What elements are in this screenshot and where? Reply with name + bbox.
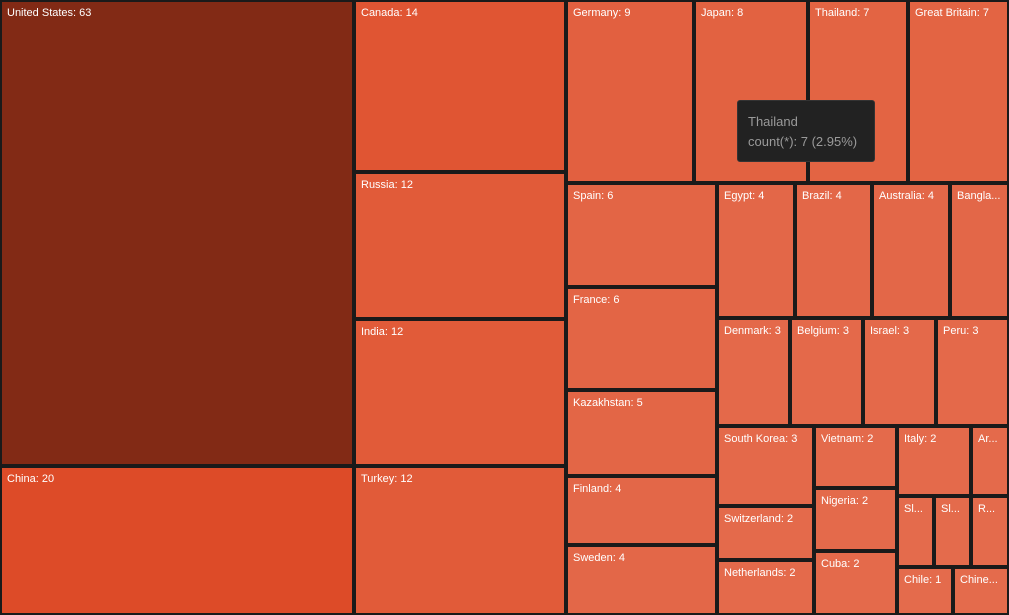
treemap-cell-bangladesh[interactable]: Bangla...: [950, 183, 1009, 318]
treemap-cell-great-britain[interactable]: Great Britain: 7: [908, 0, 1009, 183]
treemap-cell-label: China: 20: [7, 473, 55, 485]
treemap-cell-label: Kazakhstan: 5: [573, 397, 643, 409]
treemap-cell-label: Thailand: 7: [815, 7, 870, 19]
treemap-cell-sweden[interactable]: Sweden: 4: [566, 545, 717, 615]
treemap-cell-germany[interactable]: Germany: 9: [566, 0, 694, 183]
treemap-cell-label: Turkey: 12: [361, 473, 413, 485]
treemap-cell-cuba[interactable]: Cuba: 2: [814, 551, 897, 615]
treemap-cell-switzerland[interactable]: Switzerland: 2: [717, 506, 814, 560]
treemap-cell-label: R...: [978, 503, 996, 515]
treemap-cell-label: Peru: 3: [943, 325, 979, 337]
treemap-cell-label: Egypt: 4: [724, 190, 765, 202]
treemap-cell-kazakhstan[interactable]: Kazakhstan: 5: [566, 390, 717, 476]
treemap-cell-turkey[interactable]: Turkey: 12: [354, 466, 566, 615]
treemap-cell-sl-1[interactable]: Sl...: [897, 496, 934, 567]
treemap-cell-israel[interactable]: Israel: 3: [863, 318, 936, 426]
treemap-cell-label: Spain: 6: [573, 190, 614, 202]
treemap-cell-label: Italy: 2: [904, 433, 937, 445]
treemap-cell-label: South Korea: 3: [724, 433, 798, 445]
treemap-cell-label: Great Britain: 7: [915, 7, 989, 19]
treemap-cell-italy[interactable]: Italy: 2: [897, 426, 971, 496]
treemap-cell-label: United States: 63: [7, 7, 92, 19]
treemap-cell-russia[interactable]: Russia: 12: [354, 172, 566, 319]
treemap-cell-china[interactable]: China: 20: [0, 466, 354, 615]
treemap-cell-chile[interactable]: Chile: 1: [897, 567, 953, 615]
treemap-cell-india[interactable]: India: 12: [354, 319, 566, 466]
treemap-cell-r[interactable]: R...: [971, 496, 1009, 567]
treemap-cell-label: Vietnam: 2: [821, 433, 874, 445]
treemap-cell-label: Bangla...: [957, 190, 1001, 202]
treemap-cell-label: Chine...: [960, 574, 998, 586]
tooltip-detail: count(*): 7 (2.95%): [748, 134, 858, 149]
treemap-cell-ar[interactable]: Ar...: [971, 426, 1009, 496]
treemap-cell-label: Belgium: 3: [797, 325, 849, 337]
treemap-cell-south-korea[interactable]: South Korea: 3: [717, 426, 814, 506]
treemap-cell-vietnam[interactable]: Vietnam: 2: [814, 426, 897, 488]
treemap-cell-belgium[interactable]: Belgium: 3: [790, 318, 863, 426]
treemap-cell-label: France: 6: [573, 294, 620, 306]
treemap-cell-nigeria[interactable]: Nigeria: 2: [814, 488, 897, 551]
treemap-cell-denmark[interactable]: Denmark: 3: [717, 318, 790, 426]
treemap-cell-spain[interactable]: Spain: 6: [566, 183, 717, 287]
treemap-cell-sl-2[interactable]: Sl...: [934, 496, 971, 567]
treemap-cell-brazil[interactable]: Brazil: 4: [795, 183, 872, 318]
treemap-cell-chine[interactable]: Chine...: [953, 567, 1009, 615]
treemap-cell-label: India: 12: [361, 326, 404, 338]
treemap-cell-finland[interactable]: Finland: 4: [566, 476, 717, 545]
treemap-cell-label: Cuba: 2: [821, 558, 860, 570]
treemap-cell-australia[interactable]: Australia: 4: [872, 183, 950, 318]
treemap-cell-label: Sl...: [904, 503, 923, 515]
treemap-cell-label: Canada: 14: [361, 7, 418, 19]
treemap-cell-label: Chile: 1: [904, 574, 942, 586]
treemap-cell-label: Ar...: [978, 433, 998, 445]
treemap-cell-united-states[interactable]: United States: 63: [0, 0, 354, 466]
treemap-cell-label: Nigeria: 2: [821, 495, 869, 507]
treemap-cell-peru[interactable]: Peru: 3: [936, 318, 1009, 426]
treemap-cell-label: Finland: 4: [573, 483, 622, 495]
treemap-cell-label: Japan: 8: [701, 7, 744, 19]
treemap-cell-label: Australia: 4: [879, 190, 935, 202]
tooltip-title: Thailand: [748, 114, 798, 129]
treemap-cell-label: Brazil: 4: [802, 190, 842, 202]
treemap-cell-label: Denmark: 3: [724, 325, 781, 337]
treemap-cell-canada[interactable]: Canada: 14: [354, 0, 566, 172]
treemap-cell-label: Israel: 3: [870, 325, 910, 337]
treemap-cell-label: Sl...: [941, 503, 960, 515]
treemap-cell-label: Netherlands: 2: [724, 567, 796, 579]
treemap-cell-label: Germany: 9: [573, 7, 631, 19]
treemap-cell-label: Switzerland: 2: [724, 513, 794, 525]
treemap-cell-label: Russia: 12: [361, 179, 413, 191]
treemap-cell-france[interactable]: France: 6: [566, 287, 717, 390]
treemap-cell-egypt[interactable]: Egypt: 4: [717, 183, 795, 318]
chart-tooltip: Thailand count(*): 7 (2.95%): [737, 100, 875, 162]
treemap-cell-netherlands[interactable]: Netherlands: 2: [717, 560, 814, 615]
treemap-cell-label: Sweden: 4: [573, 552, 625, 564]
